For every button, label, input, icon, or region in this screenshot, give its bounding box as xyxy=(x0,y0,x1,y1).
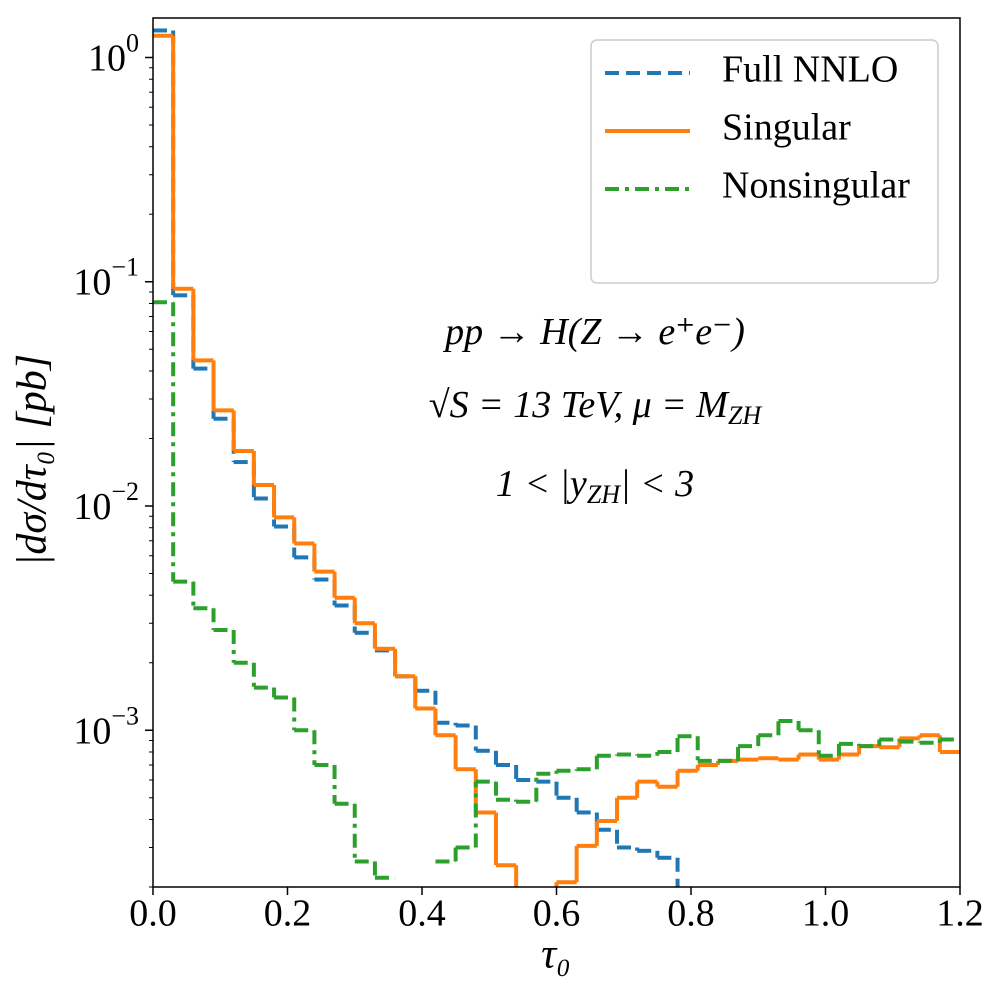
annotation-part: √S = 13 TeV, μ = M xyxy=(429,384,731,426)
y-tick-exponent: −3 xyxy=(111,701,139,730)
x-tick-label: 0.4 xyxy=(398,893,446,935)
y-tick-exponent: 0 xyxy=(126,28,139,57)
y-tick-base: 10 xyxy=(88,37,126,79)
annotation: 1 < |yZH| < 3 xyxy=(496,463,694,509)
annotation-subscript: ZH xyxy=(587,480,621,509)
x-tick-label: 0.8 xyxy=(667,893,715,935)
x-tick-label: 0.0 xyxy=(129,893,177,935)
x-tick-label: 0.2 xyxy=(264,893,312,935)
y-tick-label: 100 xyxy=(88,28,139,79)
y-tick-base: 10 xyxy=(73,710,111,752)
y-tick-exponent: −1 xyxy=(111,253,139,282)
x-axis-label: τ₀ xyxy=(541,932,571,978)
x-tick-label: 0.6 xyxy=(533,893,581,935)
x-tick-label: 1.2 xyxy=(936,893,984,935)
x-tick-label: 1.0 xyxy=(802,893,850,935)
annotation: pp → H(Z → e⁺e⁻) xyxy=(442,311,745,353)
legend-label: Singular xyxy=(722,107,851,149)
y-tick-label: 10−2 xyxy=(73,477,139,528)
annotation-subscript: ZH xyxy=(728,401,762,430)
y-tick-base: 10 xyxy=(73,261,111,303)
y-tick-base: 10 xyxy=(73,486,111,528)
legend-box xyxy=(590,39,939,284)
annotation-part: 1 < |y xyxy=(496,463,587,505)
y-tick-label: 10−3 xyxy=(73,701,139,752)
y-axis-label: |dσ/dτ₀| [pb] xyxy=(10,354,56,566)
legend-label: Nonsingular xyxy=(722,165,910,207)
annotation-part: pp → H(Z → e⁺e⁻) xyxy=(442,311,745,353)
legend-label: Full NNLO xyxy=(722,49,898,91)
y-tick-exponent: −2 xyxy=(111,477,139,506)
y-tick-label: 10−1 xyxy=(73,253,139,304)
annotation: √S = 13 TeV, μ = MZH xyxy=(429,384,763,430)
annotation-part: | < 3 xyxy=(620,463,694,505)
plot-area xyxy=(153,28,960,887)
